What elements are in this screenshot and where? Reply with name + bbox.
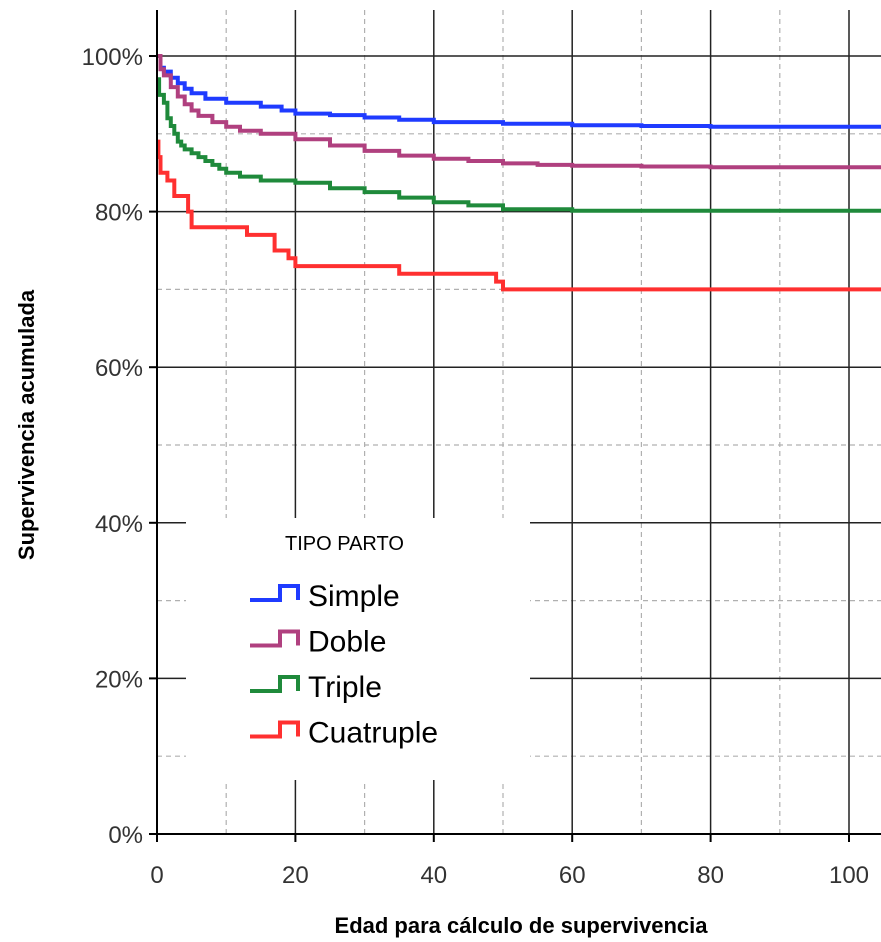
- series-layer: [156, 54, 881, 292]
- series-line-cuatruple: [156, 139, 881, 292]
- x-tick-label: 20: [282, 862, 309, 889]
- legend-item-doble: Doble: [250, 626, 386, 659]
- x-tick-label: 100: [829, 862, 869, 889]
- y-axis-title: Supervivencia acumulada: [14, 289, 39, 560]
- axes-layer: 0% 20% 40% 60% 80% 100% 0 20 40 60 80 100: [82, 10, 881, 889]
- y-tick-label: 20%: [95, 666, 143, 693]
- x-tick-label: 80: [697, 862, 724, 889]
- legend-swatch: [250, 629, 300, 648]
- legend-label: Cuatruple: [308, 717, 438, 750]
- legend-item-triple: Triple: [250, 671, 382, 704]
- legend-items: Simple Doble Triple Cuatruple: [250, 580, 438, 750]
- series-line-triple: [157, 77, 881, 213]
- legend-label: Triple: [308, 671, 382, 704]
- legend-swatch: [250, 584, 300, 602]
- x-tick-label: 40: [420, 862, 447, 889]
- legend-item-simple: Simple: [250, 580, 400, 613]
- series-line-simple: [157, 54, 881, 129]
- x-tick-label: 0: [150, 862, 163, 889]
- legend-swatch: [250, 720, 300, 739]
- y-tick-label: 80%: [95, 200, 143, 227]
- legend-label: Simple: [308, 580, 400, 613]
- x-axis-title: Edad para cálculo de supervivencia: [335, 913, 709, 938]
- legend-title: TIPO PARTO: [285, 533, 404, 555]
- legend-swatch: [250, 675, 300, 693]
- series-line-doble: [157, 54, 881, 170]
- y-tick-label: 60%: [95, 355, 143, 382]
- y-tick-label: 40%: [95, 511, 143, 538]
- y-tick-label: 100%: [82, 44, 143, 71]
- legend-label: Doble: [308, 626, 386, 659]
- x-tick-label: 60: [559, 862, 586, 889]
- legend-item-cuatruple: Cuatruple: [250, 717, 438, 750]
- legend: TIPO PARTO Simple Doble Triple Cuatruple: [186, 518, 530, 780]
- y-tick-label: 0%: [108, 822, 143, 849]
- legend-background: [186, 518, 530, 780]
